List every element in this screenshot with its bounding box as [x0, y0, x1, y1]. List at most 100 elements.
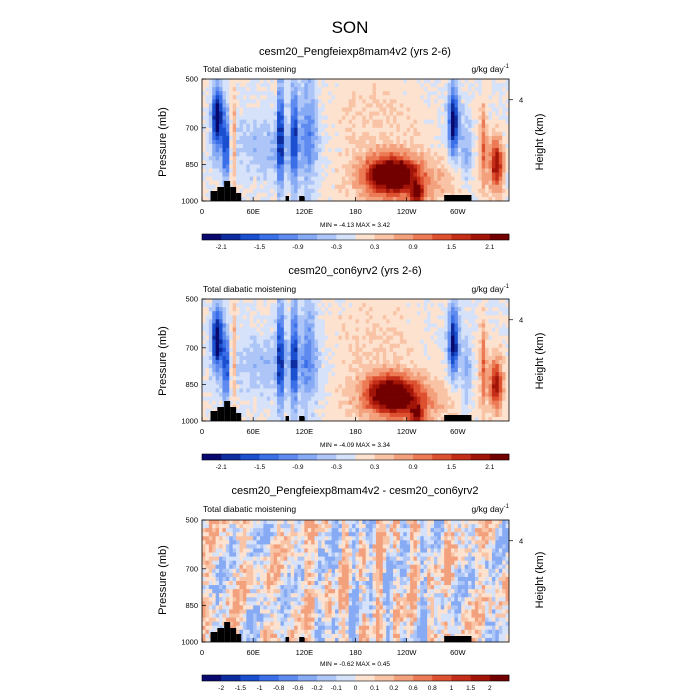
field-cell	[317, 172, 322, 177]
field-cell	[253, 87, 257, 92]
field-cell	[314, 323, 319, 328]
field-cell	[495, 392, 500, 397]
field-cell	[471, 196, 476, 202]
field-cell	[375, 323, 380, 328]
field-cell	[335, 388, 339, 393]
field-cell	[433, 188, 438, 194]
field-cell	[314, 192, 319, 198]
field-cell	[341, 311, 346, 316]
field-cell	[338, 331, 343, 336]
field-cell	[365, 172, 370, 177]
field-cell	[341, 380, 346, 385]
field-cell	[314, 335, 319, 341]
field-cell	[498, 384, 503, 389]
field-cell	[253, 323, 257, 328]
field-cell	[433, 360, 438, 365]
field-cell	[416, 311, 421, 316]
field-cell	[375, 160, 380, 165]
field-cell	[259, 311, 264, 316]
field-cell	[202, 323, 206, 328]
field-cell	[396, 327, 401, 332]
field-cell	[328, 388, 332, 393]
field-cell	[488, 368, 493, 373]
field-cell	[369, 388, 373, 393]
field-cell	[440, 184, 445, 190]
field-cell	[403, 299, 408, 304]
field-cell	[280, 380, 285, 385]
field-cell	[273, 303, 278, 308]
field-cell	[304, 327, 309, 332]
field-cell	[355, 315, 360, 320]
field-cell	[246, 180, 251, 186]
field-cell	[208, 160, 213, 165]
field-cell	[433, 140, 438, 145]
field-cell	[437, 315, 442, 320]
field-cell	[495, 115, 500, 121]
field-cell	[259, 103, 264, 108]
field-cell	[365, 83, 370, 88]
field-cell	[311, 148, 315, 153]
field-cell	[406, 299, 411, 304]
field-cell	[341, 188, 346, 194]
field-cell	[266, 388, 271, 393]
field-cell	[249, 140, 254, 145]
field-cell	[468, 79, 472, 84]
field-cell	[246, 123, 251, 129]
field-cell	[205, 107, 210, 112]
field-cell	[259, 396, 264, 402]
field-cell	[331, 303, 336, 308]
field-cell	[495, 168, 500, 173]
colorbar-swatch	[432, 234, 452, 240]
field-cell	[304, 335, 309, 341]
field-cell	[382, 343, 387, 349]
field-cell	[242, 351, 247, 357]
field-cell	[362, 123, 367, 129]
field-cell	[317, 184, 322, 190]
field-cell	[236, 384, 240, 389]
field-cell	[379, 380, 384, 385]
panel-units: g/kg day-1	[472, 64, 510, 74]
field-cell	[464, 111, 469, 116]
field-cell	[219, 135, 223, 141]
field-cell	[488, 327, 493, 332]
field-cell	[215, 168, 220, 173]
field-cell	[314, 184, 319, 190]
field-cell	[433, 91, 438, 96]
field-cell	[420, 311, 425, 316]
field-cell	[215, 303, 220, 308]
field-cell	[246, 351, 251, 357]
field-cell	[433, 331, 438, 336]
field-cell	[205, 99, 210, 104]
field-cell	[338, 323, 343, 328]
field-cell	[457, 315, 462, 320]
topography-block	[210, 191, 218, 201]
field-cell	[505, 388, 510, 393]
field-cell	[369, 160, 373, 165]
field-cell	[386, 196, 390, 202]
field-cell	[427, 315, 431, 320]
field-cell	[253, 196, 257, 202]
field-cell	[365, 368, 370, 373]
field-cell	[430, 79, 435, 84]
field-cell	[454, 347, 459, 353]
field-cell	[338, 144, 343, 149]
field-cell	[297, 368, 302, 373]
field-cell	[468, 135, 472, 141]
field-cell	[242, 184, 247, 190]
field-cell	[358, 79, 363, 84]
field-cell	[413, 111, 418, 116]
field-cell	[444, 376, 448, 381]
field-cell	[290, 335, 295, 341]
field-cell	[345, 103, 350, 108]
field-cell	[352, 131, 356, 137]
field-cell	[307, 335, 312, 341]
field-cell	[352, 140, 356, 145]
field-cell	[427, 335, 431, 341]
field-cell	[239, 347, 244, 353]
field-cell	[355, 91, 360, 96]
field-cell	[427, 131, 431, 137]
field-cell	[471, 184, 476, 190]
field-cell	[427, 388, 431, 393]
field-cell	[242, 95, 247, 100]
field-cell	[266, 299, 271, 304]
